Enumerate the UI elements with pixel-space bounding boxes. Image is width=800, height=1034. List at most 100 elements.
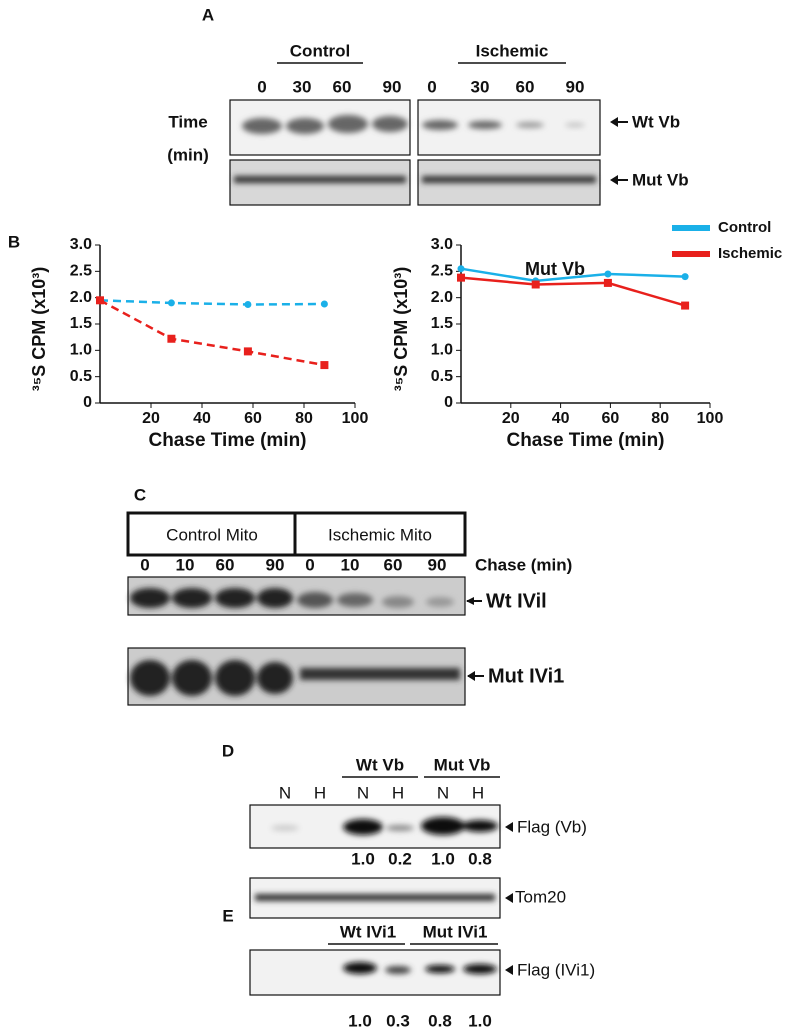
quant-label: 1.0 bbox=[468, 1011, 492, 1030]
series-line bbox=[460, 267, 686, 283]
row-title: (min) bbox=[167, 145, 209, 164]
quant-label: 0.8 bbox=[428, 1011, 452, 1030]
panel-label: B bbox=[8, 232, 20, 251]
y-tick-label: 2.0 bbox=[431, 289, 453, 306]
point bbox=[243, 347, 252, 356]
time-label: 10 bbox=[176, 555, 195, 574]
time-label: 0 bbox=[257, 77, 266, 96]
group-label: Wt Vb bbox=[356, 755, 404, 774]
group-label: Control Mito bbox=[166, 525, 258, 544]
x-tick-label: 40 bbox=[552, 410, 570, 427]
lane-label: H bbox=[392, 783, 404, 802]
y-tick-label: 1.5 bbox=[431, 315, 453, 332]
y-tick-label: 0 bbox=[444, 394, 453, 411]
x-tick-label: 40 bbox=[193, 410, 211, 427]
legend-label: Control bbox=[718, 219, 771, 236]
time-label: 0 bbox=[427, 77, 436, 96]
bands bbox=[343, 962, 497, 974]
time-label: 60 bbox=[516, 77, 535, 96]
group-label: Control bbox=[290, 41, 350, 60]
time-label: 0 bbox=[305, 555, 314, 574]
quant-label: 1.0 bbox=[348, 1011, 372, 1030]
point bbox=[681, 301, 690, 310]
series-line bbox=[99, 299, 325, 306]
series-line bbox=[99, 299, 325, 367]
y-tick-label: 2.0 bbox=[70, 289, 92, 306]
quant-label: 0.2 bbox=[388, 849, 412, 868]
y-tick-label: 0 bbox=[83, 394, 92, 411]
y-tick-label: 2.5 bbox=[70, 263, 92, 280]
group-label: Ischemic bbox=[476, 41, 549, 60]
x-tick-label: 20 bbox=[142, 410, 160, 427]
group-label: Mut IVi1 bbox=[423, 922, 488, 941]
group-label: Ischemic Mito bbox=[328, 525, 432, 544]
band-label: Flag (IVi1) bbox=[517, 960, 595, 979]
group-label: Wt IVi1 bbox=[340, 922, 396, 941]
band-label: Mut Vb bbox=[632, 170, 689, 189]
bands bbox=[234, 115, 596, 183]
x-tick-label: 80 bbox=[295, 410, 313, 427]
bands bbox=[255, 817, 498, 901]
time-label: 90 bbox=[566, 77, 585, 96]
panel-label: D bbox=[222, 741, 234, 760]
time-label: 30 bbox=[293, 77, 312, 96]
point bbox=[167, 334, 176, 343]
group-box bbox=[293, 511, 467, 557]
point bbox=[681, 273, 689, 281]
y-tick-label: 3.0 bbox=[70, 236, 92, 253]
y-tick-label: 1.0 bbox=[70, 342, 92, 359]
y-tick-label: 1.0 bbox=[431, 342, 453, 359]
point bbox=[457, 273, 465, 282]
panel-label: C bbox=[134, 485, 146, 504]
point bbox=[604, 270, 612, 278]
panel-label: A bbox=[202, 5, 214, 24]
x-axis-label: Chase Time (min) bbox=[148, 430, 306, 451]
lane-label: H bbox=[314, 783, 326, 802]
lane-label: N bbox=[279, 783, 291, 802]
x-tick-label: 60 bbox=[602, 410, 620, 427]
time-label: 10 bbox=[341, 555, 360, 574]
x-tick-label: 60 bbox=[244, 410, 262, 427]
point bbox=[320, 300, 328, 308]
y-axis-label: ³⁵S CPM (x10³) bbox=[391, 267, 411, 391]
y-tick-label: 0.5 bbox=[431, 368, 453, 385]
y-tick-label: 3.0 bbox=[431, 236, 453, 253]
series-line bbox=[460, 276, 686, 307]
x-axis-label: Chase Time (min) bbox=[506, 430, 664, 451]
quant-label: 1.0 bbox=[351, 849, 375, 868]
point bbox=[457, 265, 465, 273]
time-title: Chase (min) bbox=[475, 555, 572, 574]
chart-title: Mut Vb bbox=[525, 259, 585, 279]
band-label: Mut IVi1 bbox=[488, 665, 564, 687]
blot bbox=[249, 949, 501, 996]
group-label: Mut Vb bbox=[434, 755, 491, 774]
panel-label: E bbox=[222, 906, 233, 925]
time-label: 60 bbox=[333, 77, 352, 96]
x-tick-label: 20 bbox=[502, 410, 520, 427]
point bbox=[320, 361, 329, 370]
arrowheads bbox=[466, 117, 618, 975]
time-label: 90 bbox=[428, 555, 447, 574]
quant-label: 1.0 bbox=[431, 849, 455, 868]
time-label: 60 bbox=[216, 555, 235, 574]
point bbox=[167, 299, 175, 307]
legend-swatch bbox=[672, 225, 710, 231]
band-label: Tom20 bbox=[515, 887, 566, 906]
point bbox=[96, 296, 104, 305]
y-tick-label: 2.5 bbox=[431, 263, 453, 280]
band-label: Wt Vb bbox=[632, 112, 680, 131]
point bbox=[244, 301, 252, 309]
quant-label: 0.8 bbox=[468, 849, 492, 868]
y-tick-label: 1.5 bbox=[70, 315, 92, 332]
lane-label: N bbox=[437, 783, 449, 802]
time-label: 60 bbox=[384, 555, 403, 574]
y-tick-label: 0.5 bbox=[70, 368, 92, 385]
time-label: 90 bbox=[266, 555, 285, 574]
y-axis-label: ³⁵S CPM (x10³) bbox=[29, 267, 49, 391]
time-label: 0 bbox=[140, 555, 149, 574]
x-tick-label: 80 bbox=[651, 410, 669, 427]
lane-label: N bbox=[357, 783, 369, 802]
time-label: 90 bbox=[383, 77, 402, 96]
bands bbox=[130, 588, 460, 696]
